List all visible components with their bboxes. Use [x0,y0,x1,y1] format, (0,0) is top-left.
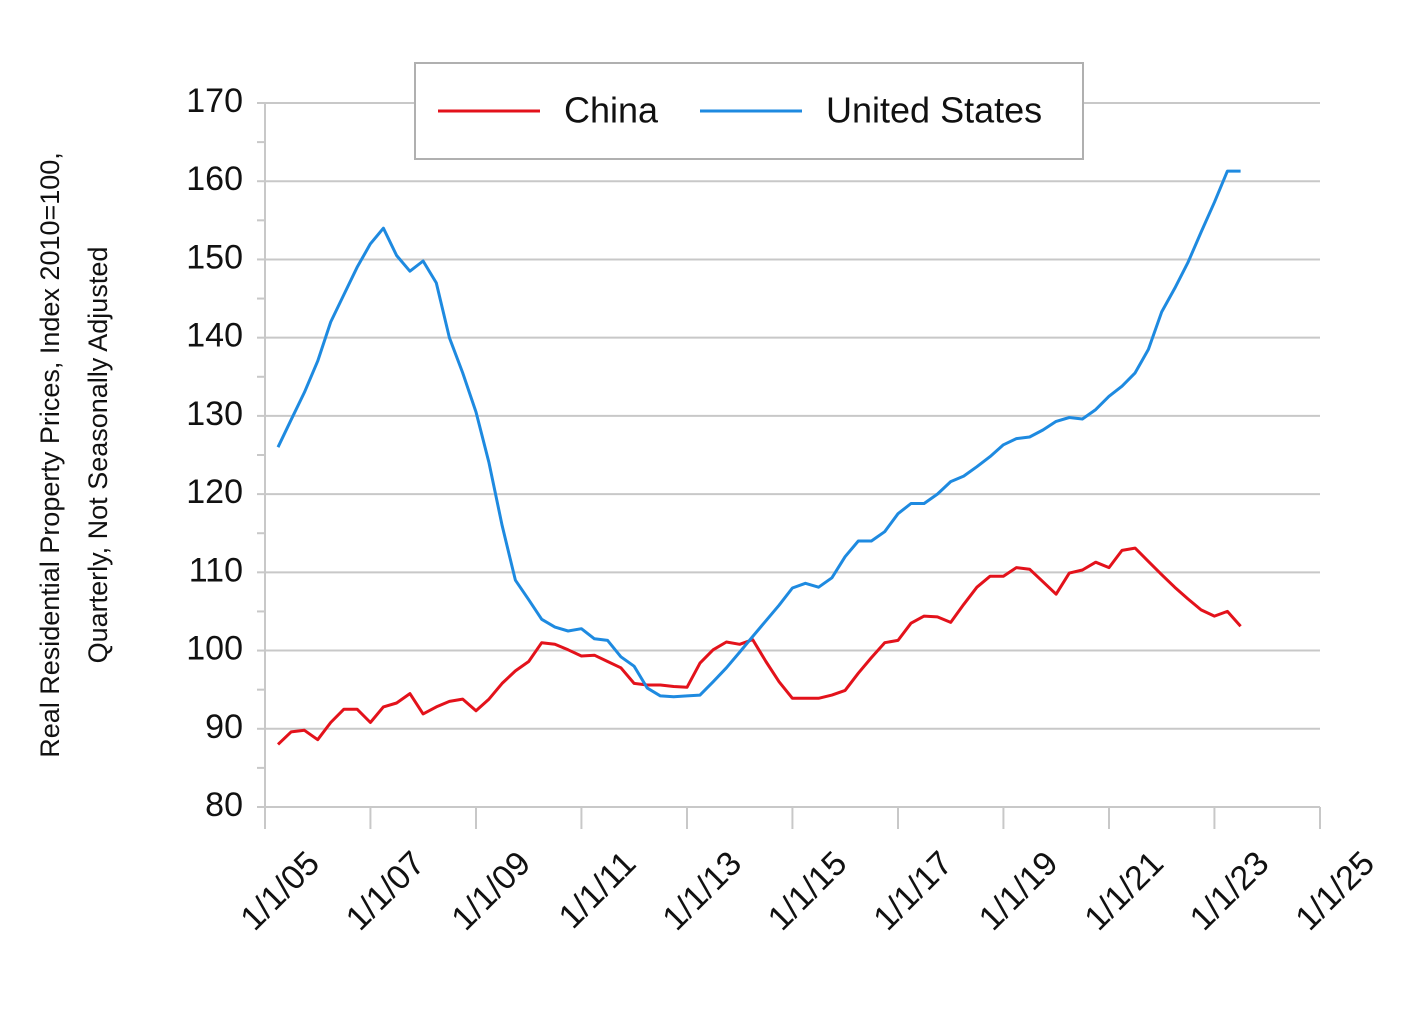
x-tick-label: 1/1/15 [761,844,855,938]
legend: China United States [414,62,1084,160]
x-tick-label: 1/1/05 [233,844,327,938]
y-axis-label: Quarterly, Not Seasonally Adjusted [83,247,113,664]
x-tick-label: 1/1/07 [339,844,433,938]
legend-label: China [564,90,659,131]
x-tick-label: 1/1/09 [444,844,538,938]
y-tick-label: 160 [186,160,243,198]
x-tick-label: 1/1/11 [552,844,644,936]
y-tick-label: 140 [186,317,243,355]
x-tick-label: 1/1/23 [1183,844,1277,938]
x-tick-label: 1/1/17 [866,844,960,938]
y-tick-label: 130 [186,395,243,433]
y-tick-label: 80 [205,786,243,824]
y-tick-label: 120 [186,473,243,511]
legend-label: United States [826,90,1042,131]
line [276,546,1242,746]
x-tick-label: 1/1/13 [655,844,749,938]
y-tick-label: 110 [189,551,243,589]
y-tick-label: 150 [186,238,243,276]
y-tick-label: 100 [186,630,243,668]
x-tick-label: 1/1/19 [972,844,1066,938]
y-axis-label: Real Residential Property Prices, Index … [35,152,65,758]
line [276,169,1241,699]
x-tick-label: 1/1/25 [1288,844,1382,938]
y-tick-label: 170 [186,82,243,120]
x-tick-label: 1/1/21 [1077,844,1171,938]
y-tick-label: 90 [205,708,243,746]
